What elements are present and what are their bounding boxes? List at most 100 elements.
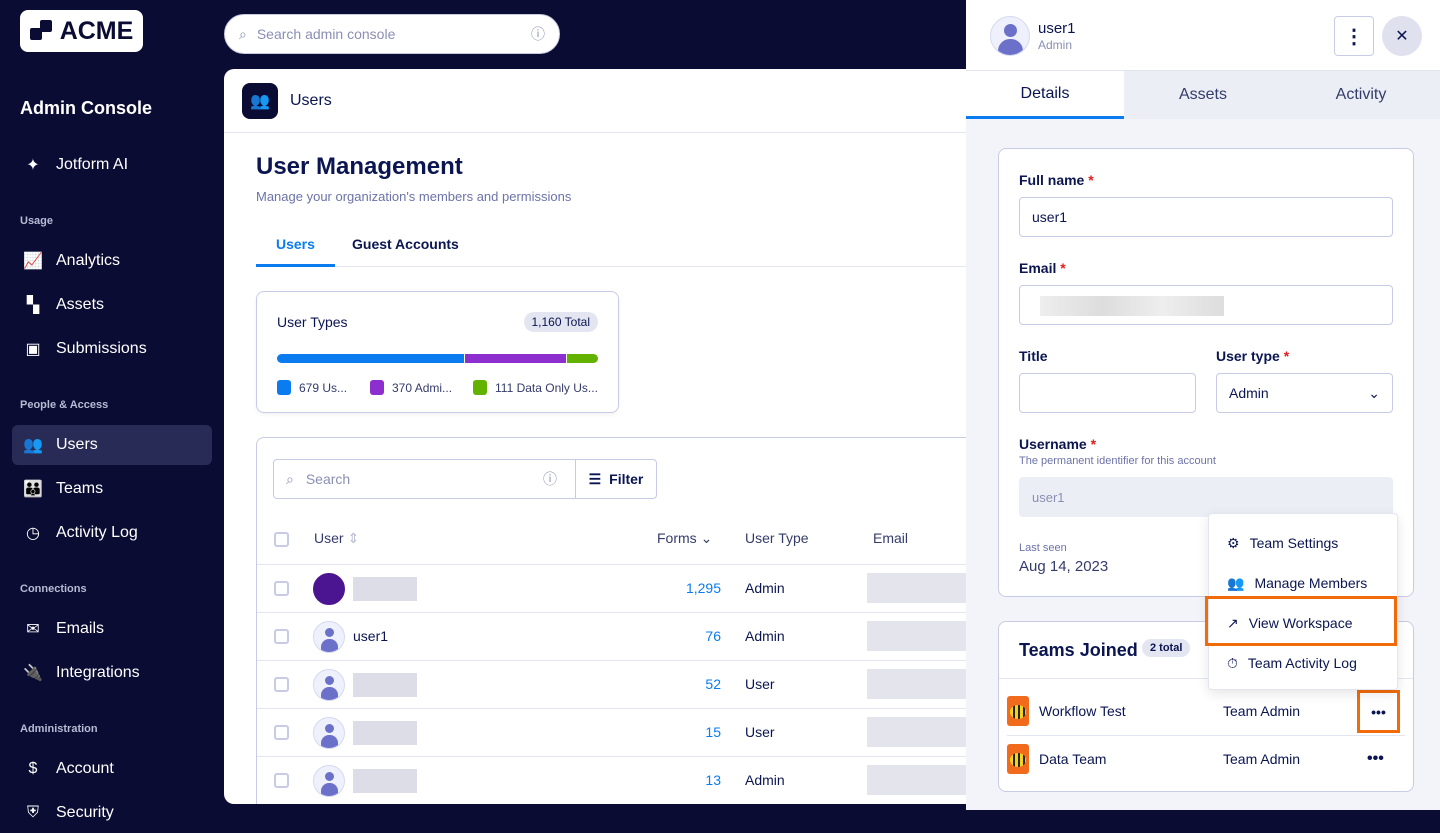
close-button[interactable]: ✕ <box>1382 16 1422 56</box>
row-checkbox[interactable] <box>274 629 289 644</box>
more-options-icon[interactable]: ••• <box>1367 750 1384 767</box>
row-checkbox[interactable] <box>274 725 289 740</box>
sidebar-item-activity-log[interactable]: ◷ Activity Log <box>12 513 212 553</box>
user-name: user1 <box>1038 20 1076 37</box>
redacted-email <box>867 669 966 699</box>
select-value: Admin <box>1229 385 1269 401</box>
row-checkbox[interactable] <box>274 677 289 692</box>
forms-count[interactable]: 1,295 <box>685 580 721 596</box>
row-checkbox[interactable] <box>274 773 289 788</box>
menu-label: Team Activity Log <box>1247 655 1357 671</box>
more-options-button[interactable]: ⋮ <box>1334 16 1374 56</box>
gear-icon: ⚙ <box>1227 534 1240 551</box>
sidebar-item-analytics[interactable]: 📈 Analytics <box>12 241 212 281</box>
sidebar-item-jotform-ai[interactable]: ✦ Jotform AI <box>12 145 212 185</box>
nav-label: Analytics <box>56 252 121 269</box>
row-checkbox[interactable] <box>274 581 289 596</box>
legend-label: 679 Us... <box>299 380 348 395</box>
user-type: Admin <box>745 772 785 788</box>
sidebar-item-account[interactable]: $ Account <box>12 749 212 789</box>
column-user-type: User Type <box>745 530 809 546</box>
acme-logo[interactable]: ACME <box>20 10 143 52</box>
col-label: User <box>314 530 344 546</box>
legend-data-only: 111 Data Only Us... <box>473 380 598 395</box>
nav-label: Security <box>56 804 114 821</box>
table-row[interactable]: 13 Admin <box>257 756 966 804</box>
menu-item-manage-members[interactable]: 👥 Manage Members <box>1209 563 1399 603</box>
forms-count[interactable]: 15 <box>705 724 721 740</box>
menu-label: Manage Members <box>1254 575 1368 591</box>
users-table: ⌕ Search ⓘ ☰ Filter User ⇕ Forms ⌄ User Typ… <box>256 437 966 804</box>
forms-count[interactable]: 13 <box>705 772 721 788</box>
team-row[interactable]: Data Team Team Admin ••• <box>1007 735 1407 783</box>
users-icon: 👥 <box>242 82 278 119</box>
forms-count[interactable]: 52 <box>705 676 721 692</box>
col-label: Forms <box>657 530 697 546</box>
label-text: User type <box>1216 348 1280 364</box>
user-type: Admin <box>745 580 785 596</box>
sort-icon: ⇕ <box>347 530 360 546</box>
sidebar-item-assets[interactable]: ▚ Assets <box>12 285 212 325</box>
menu-item-team-activity-log[interactable]: ⏱ Team Activity Log <box>1209 643 1399 683</box>
tab-assets[interactable]: Assets <box>1178 86 1227 103</box>
table-row[interactable]: 52 User <box>257 660 966 708</box>
team-row[interactable]: Workflow Test Team Admin <box>1007 687 1407 735</box>
user-types-title: User Types <box>277 314 348 330</box>
column-email: Email <box>873 530 909 546</box>
title-input[interactable] <box>1019 373 1196 413</box>
usertype-select[interactable]: Admin ⌄ <box>1216 373 1393 413</box>
avatar <box>990 16 1030 56</box>
table-row[interactable]: 15 User <box>257 708 966 756</box>
team-name: Data Team <box>1039 751 1107 767</box>
sidebar-item-teams[interactable]: 👪 Teams <box>12 469 212 509</box>
tab-details[interactable]: Details <box>966 71 1124 119</box>
lastseen-label: Last seen <box>1019 542 1067 554</box>
info-icon[interactable]: ⓘ <box>531 26 545 42</box>
redacted-name <box>353 577 417 601</box>
filter-button[interactable]: ☰ Filter <box>576 471 656 488</box>
table-row[interactable]: 1,295 Admin <box>257 564 966 612</box>
tab-guest-accounts[interactable]: Guest Accounts <box>352 236 459 252</box>
submissions-icon: ▣ <box>25 341 41 358</box>
search-placeholder: Search <box>305 471 351 487</box>
fullname-input[interactable]: user1 <box>1019 197 1393 237</box>
tab-users[interactable]: Users <box>256 232 335 267</box>
column-forms[interactable]: Forms ⌄ <box>657 530 712 547</box>
team-more-options-button[interactable]: ••• <box>1357 690 1400 733</box>
team-role: Team Admin <box>1223 751 1301 767</box>
tab-activity[interactable]: Activity <box>1335 86 1387 103</box>
table-row[interactable]: user1 76 Admin <box>257 612 966 660</box>
sidebar-item-integrations[interactable]: 🔌 Integrations <box>12 653 212 693</box>
forms-count[interactable]: 76 <box>705 628 721 644</box>
sidebar-item-users[interactable]: 👥 Users <box>12 425 212 465</box>
nav-label: Account <box>56 760 114 777</box>
info-icon[interactable]: ⓘ <box>543 471 557 487</box>
email-input[interactable] <box>1019 285 1393 325</box>
user-types-card: User Types 1,160 Total 679 Us... 370 Adm… <box>256 291 619 413</box>
avatar <box>313 765 345 797</box>
redacted-name <box>353 721 417 745</box>
menu-label: Team Settings <box>1249 535 1339 551</box>
column-user[interactable]: User ⇕ <box>314 530 359 547</box>
breadcrumb: Users <box>290 91 332 109</box>
user-name[interactable]: user1 <box>353 628 389 644</box>
sort-desc-icon: ⌄ <box>700 530 713 546</box>
section-administration: Administration <box>20 723 98 735</box>
sidebar-item-security[interactable]: ⛨ Security <box>12 793 212 833</box>
menu-item-view-workspace[interactable]: ↗ View Workspace <box>1209 603 1399 643</box>
menu-item-team-settings[interactable]: ⚙ Team Settings <box>1209 523 1399 563</box>
search-input[interactable]: ⌕ Search ⓘ <box>274 460 576 498</box>
admin-search-input[interactable]: ⌕ Search admin console ⓘ <box>224 14 560 54</box>
main-content: 👥 Users User Management Manage your orga… <box>224 69 966 804</box>
nav-label: Integrations <box>56 664 140 681</box>
search-icon: ⌕ <box>239 25 247 42</box>
sidebar-item-emails[interactable]: ✉ Emails <box>12 609 212 649</box>
nav-label: Teams <box>56 480 104 497</box>
user-type: Admin <box>745 628 785 644</box>
search-placeholder: Search admin console <box>256 26 396 42</box>
logo-mark-icon <box>29 20 54 42</box>
sidebar-item-submissions[interactable]: ▣ Submissions <box>12 329 212 369</box>
select-all-checkbox[interactable] <box>274 532 289 547</box>
panel-tabs: Details Assets Activity <box>966 71 1440 119</box>
tabs: Users Guest Accounts <box>256 232 966 267</box>
